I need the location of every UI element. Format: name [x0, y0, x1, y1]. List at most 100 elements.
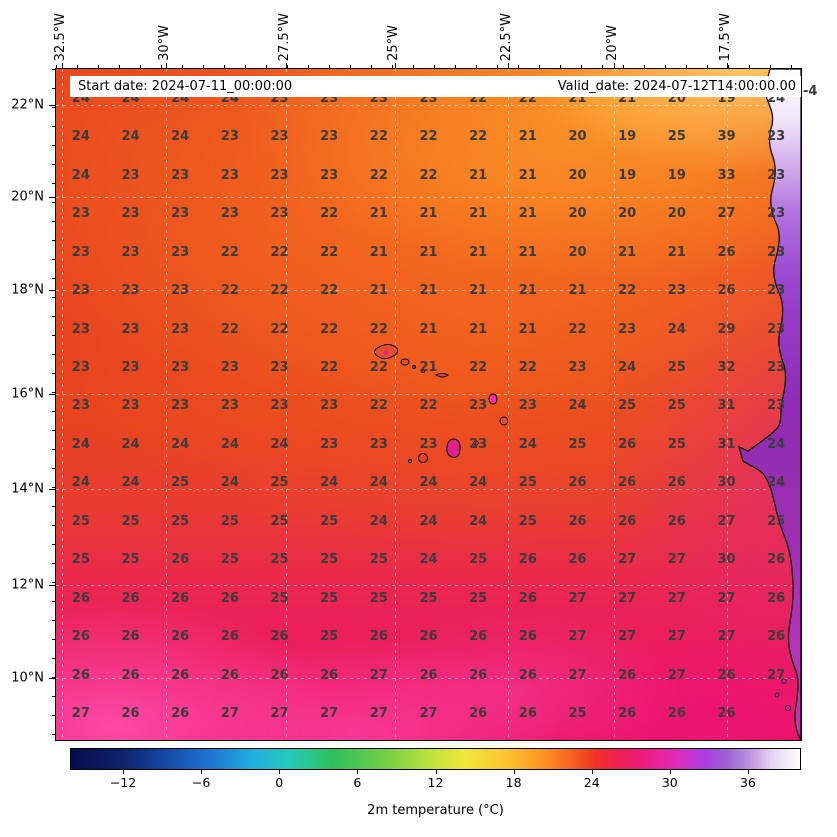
left-minor-ticks [52, 69, 55, 739]
grid-value: 26 [618, 706, 637, 722]
valid-date-label: Valid_date: 2024-07-12T14:00:00.00 [557, 79, 796, 94]
grid-value: 19 [618, 129, 637, 145]
grid-value: 23 [220, 360, 239, 376]
grid-value: 21 [518, 129, 537, 145]
grid-value: 26 [767, 590, 786, 606]
grid-value: 22 [469, 360, 488, 376]
lon-tick-mark [727, 63, 728, 68]
grid-value: 22 [369, 129, 388, 145]
lat-tick-label: 20°N [11, 189, 44, 205]
grid-value: 27 [618, 552, 637, 568]
grid-value: 26 [618, 667, 637, 683]
grid-value: 21 [469, 321, 488, 337]
grid-value: 25 [518, 513, 537, 529]
grid-value: 22 [320, 321, 339, 337]
grid-value: 27 [717, 513, 736, 529]
grid-value: 22 [320, 360, 339, 376]
grid-value: 21 [419, 244, 438, 260]
grid-value: 26 [220, 629, 239, 645]
grid-value-overflow: -4 [803, 84, 818, 99]
grid-value: 26 [667, 475, 686, 491]
grid-value: 26 [717, 283, 736, 299]
grid-value: 24 [121, 475, 140, 491]
grid-value: 26 [171, 706, 190, 722]
colorbar-tick-mark [357, 770, 359, 774]
lon-tick-label: 32.5°W [53, 12, 68, 61]
grid-value: 26 [71, 590, 90, 606]
lat-tick-label: 14°N [11, 481, 44, 497]
africa-coastline [738, 69, 801, 740]
graticule-parallel [56, 197, 801, 198]
grid-value: 23 [171, 283, 190, 299]
grid-value: 21 [369, 206, 388, 222]
grid-value: 23 [171, 206, 190, 222]
left-axis: 22°N 20°N 18°N 16°N 14°N 12°N 10°N [0, 0, 55, 760]
lon-tick-label: 22.5°W [499, 12, 514, 61]
graticule-meridian [508, 69, 509, 740]
grid-value: 23 [767, 129, 786, 145]
grid-value: 25 [369, 552, 388, 568]
grid-value: 25 [121, 552, 140, 568]
colorbar-tick-label: 30 [661, 775, 678, 790]
lon-tick-label: 30°W [157, 25, 172, 61]
graticule-parallel [56, 290, 801, 291]
grid-value: 24 [369, 513, 388, 529]
grid-value: 24 [419, 513, 438, 529]
lon-tick-label: 25°W [386, 25, 401, 61]
colorbar-tick-mark [747, 770, 749, 774]
title-bar: Start date: 2024-07-11_00:00:00 Valid_da… [70, 76, 801, 97]
grid-value: 23 [220, 398, 239, 414]
graticule-parallel [56, 105, 801, 106]
grid-value: 23 [171, 360, 190, 376]
grid-value: 29 [717, 321, 736, 337]
start-date-label: Start date: 2024-07-11_00:00:00 [78, 79, 293, 94]
grid-value: 27 [369, 667, 388, 683]
grid-value: 23 [220, 167, 239, 183]
grid-value: 25 [320, 552, 339, 568]
grid-value: 22 [369, 321, 388, 337]
lat-tick-label: 10°N [11, 670, 44, 686]
grid-value: 24 [618, 360, 637, 376]
lon-tick-mark [62, 63, 63, 68]
grid-value: 23 [71, 321, 90, 337]
lon-tick-label: 17.5°W [718, 12, 733, 61]
grid-value: 27 [717, 590, 736, 606]
grid-value: 27 [618, 629, 637, 645]
grid-value: 26 [171, 667, 190, 683]
grid-value: 25 [220, 513, 239, 529]
grid-value: 23 [767, 321, 786, 337]
lat-tick-label: 16°N [11, 386, 44, 402]
grid-value: 27 [717, 629, 736, 645]
grid-value: 31 [717, 436, 736, 452]
lon-tick-mark [508, 63, 509, 68]
grid-value: 20 [568, 129, 587, 145]
grid-value: 23 [419, 436, 438, 452]
temperature-field [56, 69, 801, 740]
grid-value: 21 [369, 244, 388, 260]
grid-value: 26 [171, 552, 190, 568]
grid-value: 33 [717, 167, 736, 183]
grid-value: 27 [369, 706, 388, 722]
grid-value: 24 [767, 436, 786, 452]
grid-value: 26 [618, 436, 637, 452]
grid-value: 26 [270, 667, 289, 683]
grid-value: 26 [419, 667, 438, 683]
grid-value: 23 [171, 398, 190, 414]
grid-value: 24 [71, 475, 90, 491]
grid-value: 23 [568, 360, 587, 376]
grid-value: 27 [667, 667, 686, 683]
grid-value: 22 [270, 244, 289, 260]
grid-value: 26 [518, 552, 537, 568]
grid-value: 27 [320, 706, 339, 722]
grid-value: 20 [568, 206, 587, 222]
grid-value: 22 [320, 206, 339, 222]
map-plot: 24 24 24 24 23 23 23 23 22 22 21 21 20 19 24 24 24 24 23 23… [55, 68, 802, 741]
lon-tick-mark [395, 63, 396, 68]
grid-value: 27 [667, 590, 686, 606]
grid-value: 24 [270, 436, 289, 452]
colorbar-tick-label: 36 [739, 775, 756, 790]
grid-value: 26 [717, 244, 736, 260]
graticule-meridian [166, 69, 167, 740]
grid-value: 26 [667, 706, 686, 722]
grid-value: 27 [568, 590, 587, 606]
